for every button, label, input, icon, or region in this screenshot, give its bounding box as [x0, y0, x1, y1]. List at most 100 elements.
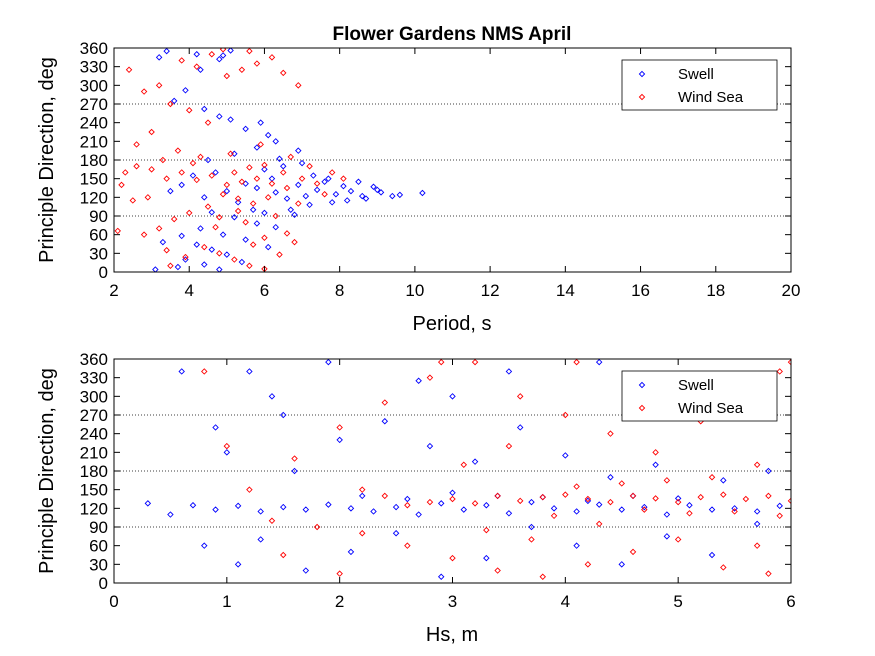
data-point	[607, 430, 614, 437]
data-point	[280, 69, 287, 77]
data-point	[257, 508, 264, 515]
data-point	[253, 144, 261, 151]
legend-marker	[638, 93, 646, 101]
data-point	[505, 510, 513, 517]
data-point	[234, 195, 242, 202]
data-point	[159, 156, 167, 164]
data-point	[291, 211, 298, 218]
x-tick-label: 16	[631, 281, 650, 300]
series-swell	[152, 48, 426, 272]
data-point	[253, 60, 261, 67]
plot-area: 0 1 2 3 4 5 6030609012015018021024027030033036…	[80, 350, 796, 611]
data-point	[415, 377, 422, 385]
data-point	[494, 492, 501, 500]
data-point	[212, 424, 219, 431]
data-point	[355, 178, 362, 186]
data-point	[114, 227, 121, 235]
data-point	[170, 215, 178, 223]
data-point	[641, 506, 648, 513]
data-point	[204, 156, 212, 164]
data-point	[306, 162, 313, 170]
data-point	[652, 495, 659, 502]
x-tick-label: 12	[481, 281, 500, 300]
data-point	[227, 150, 234, 158]
data-point	[674, 536, 682, 543]
data-point	[283, 230, 291, 237]
data-point	[471, 500, 479, 507]
y-tick-label: 90	[89, 207, 108, 226]
y-tick-label: 180	[80, 151, 108, 170]
x-tick-label: 6	[260, 281, 269, 300]
data-point	[483, 501, 490, 509]
data-point	[449, 554, 456, 562]
x-tick-label: 20	[782, 281, 801, 300]
data-point	[426, 442, 434, 450]
data-point	[686, 510, 693, 517]
data-point	[776, 368, 783, 375]
data-point	[231, 214, 238, 221]
data-point	[242, 125, 249, 133]
data-point	[776, 512, 783, 520]
data-point	[272, 189, 279, 196]
data-point	[272, 223, 279, 231]
data-point	[231, 256, 238, 263]
data-point	[370, 508, 377, 515]
data-point	[178, 368, 185, 375]
data-point	[264, 131, 272, 139]
data-point	[377, 189, 385, 196]
data-point	[155, 82, 163, 89]
x-tick-label: 4	[561, 592, 570, 611]
data-point	[216, 113, 223, 120]
y-tick-label: 210	[80, 132, 108, 151]
data-point	[280, 162, 287, 170]
data-point	[765, 570, 772, 577]
data-point	[460, 506, 468, 513]
data-point	[426, 374, 434, 381]
data-point	[234, 199, 242, 206]
data-point	[328, 199, 336, 206]
data-point	[155, 54, 163, 61]
data-point	[449, 495, 456, 503]
x-tick-label: 2	[335, 592, 344, 611]
data-point	[663, 533, 671, 540]
data-point	[253, 220, 261, 227]
data-point	[144, 194, 152, 201]
data-point	[216, 55, 223, 63]
data-point	[223, 449, 231, 456]
data-point	[708, 551, 716, 559]
x-tick-label: 1	[222, 592, 231, 611]
data-point	[437, 500, 445, 507]
data-point	[595, 520, 603, 528]
data-point	[528, 536, 535, 543]
data-point	[163, 48, 170, 55]
series-wind-sea	[114, 48, 347, 272]
data-point	[573, 508, 580, 515]
data-point	[246, 486, 253, 493]
data-point	[201, 261, 208, 268]
data-point	[573, 359, 580, 366]
data-point	[392, 503, 400, 511]
data-point	[419, 189, 426, 197]
y-tick-label: 180	[80, 462, 108, 481]
data-point	[358, 529, 366, 537]
y-tick-label: 300	[80, 387, 108, 406]
data-point	[686, 501, 693, 509]
data-point	[283, 184, 291, 192]
data-point	[167, 100, 174, 108]
data-point	[234, 207, 242, 215]
data-point	[460, 461, 468, 469]
x-tick-label: 18	[706, 281, 725, 300]
data-point	[261, 161, 268, 169]
series-swell	[144, 359, 783, 581]
y-tick-label: 0	[99, 574, 108, 593]
data-point	[216, 214, 223, 221]
data-point	[238, 178, 246, 186]
data-point	[249, 206, 257, 214]
data-point	[204, 203, 212, 210]
data-point	[276, 155, 283, 162]
data-point	[607, 473, 614, 481]
data-point	[291, 455, 298, 462]
data-point	[753, 520, 761, 528]
data-point	[268, 517, 276, 525]
